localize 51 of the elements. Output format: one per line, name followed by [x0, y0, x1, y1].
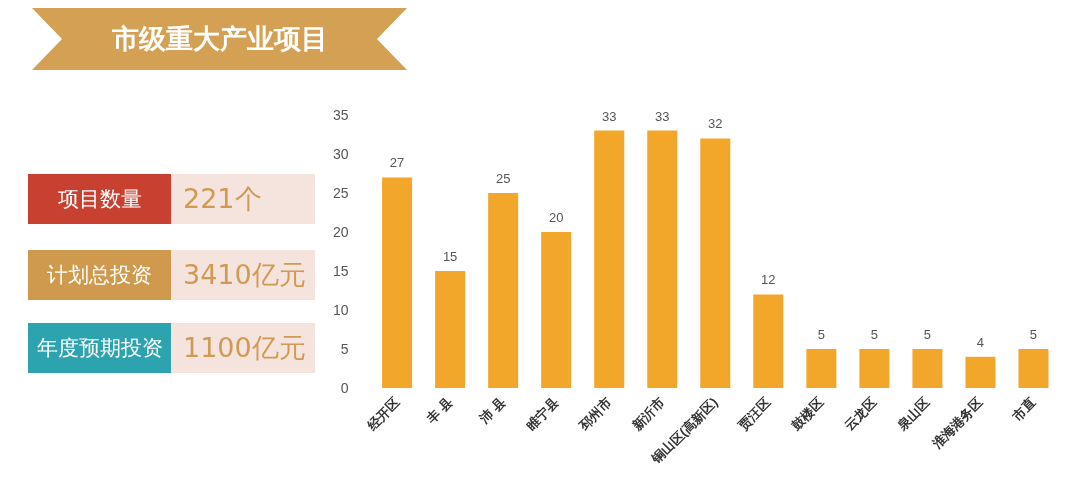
text: 221个: [183, 182, 262, 216]
data-label: 33: [655, 108, 670, 124]
data-label: 15: [442, 249, 458, 264]
data-label: 27: [389, 155, 405, 171]
data-label: 5: [817, 327, 825, 342]
x-tick-label: 丰 县: [423, 394, 456, 427]
data-label: 32: [708, 116, 723, 132]
y-tick-label: 15: [332, 263, 349, 279]
x-tick-label: 沛 县: [476, 394, 509, 427]
bar: [806, 349, 837, 388]
data-label: 20: [548, 210, 564, 225]
bar: [382, 177, 413, 388]
text: 项目数量: [28, 174, 171, 224]
data-label: 25: [495, 171, 511, 186]
bar: [647, 130, 678, 388]
y-tick-label: 25: [332, 185, 349, 201]
data-label: 33: [601, 108, 617, 124]
y-tick-label: 35: [332, 107, 349, 123]
y-tick-label: 20: [332, 224, 349, 240]
text: 1100亿元: [183, 331, 306, 365]
bar: [1018, 349, 1049, 388]
bar: [435, 271, 466, 388]
x-tick-label: 经开区: [363, 394, 403, 434]
data-label: 4: [976, 334, 985, 350]
data-label: 5: [1029, 327, 1038, 342]
bar: [859, 349, 890, 388]
data-label: 12: [761, 272, 776, 288]
y-tick-label: 30: [332, 146, 349, 162]
bar: [965, 356, 996, 388]
x-tick-label: 市直: [1009, 394, 1039, 425]
data-label: 5: [923, 327, 932, 342]
x-tick-label: 新沂市: [628, 394, 668, 434]
text: 年度预期投资: [28, 323, 171, 373]
text: 计划总投资: [28, 250, 171, 300]
x-tick-label: 云龙区: [841, 394, 880, 433]
x-tick-label: 泉山区: [893, 394, 933, 434]
bar: [753, 294, 784, 388]
bar: [912, 349, 943, 388]
data-label: 5: [870, 327, 878, 342]
text: 3410亿元: [183, 258, 306, 292]
y-tick-label: 10: [332, 302, 349, 318]
x-tick-label: 邳州市: [575, 394, 615, 434]
x-tick-label: 鼓楼区: [787, 394, 827, 434]
x-tick-label: 贾汪区: [734, 394, 774, 434]
y-tick-label: 5: [340, 341, 349, 357]
bar: [594, 130, 625, 388]
bar: [541, 232, 572, 388]
bar: [700, 138, 731, 388]
bar: [488, 193, 519, 388]
y-tick-label: 0: [340, 380, 349, 396]
x-tick-label: 睢宁县: [523, 394, 562, 433]
